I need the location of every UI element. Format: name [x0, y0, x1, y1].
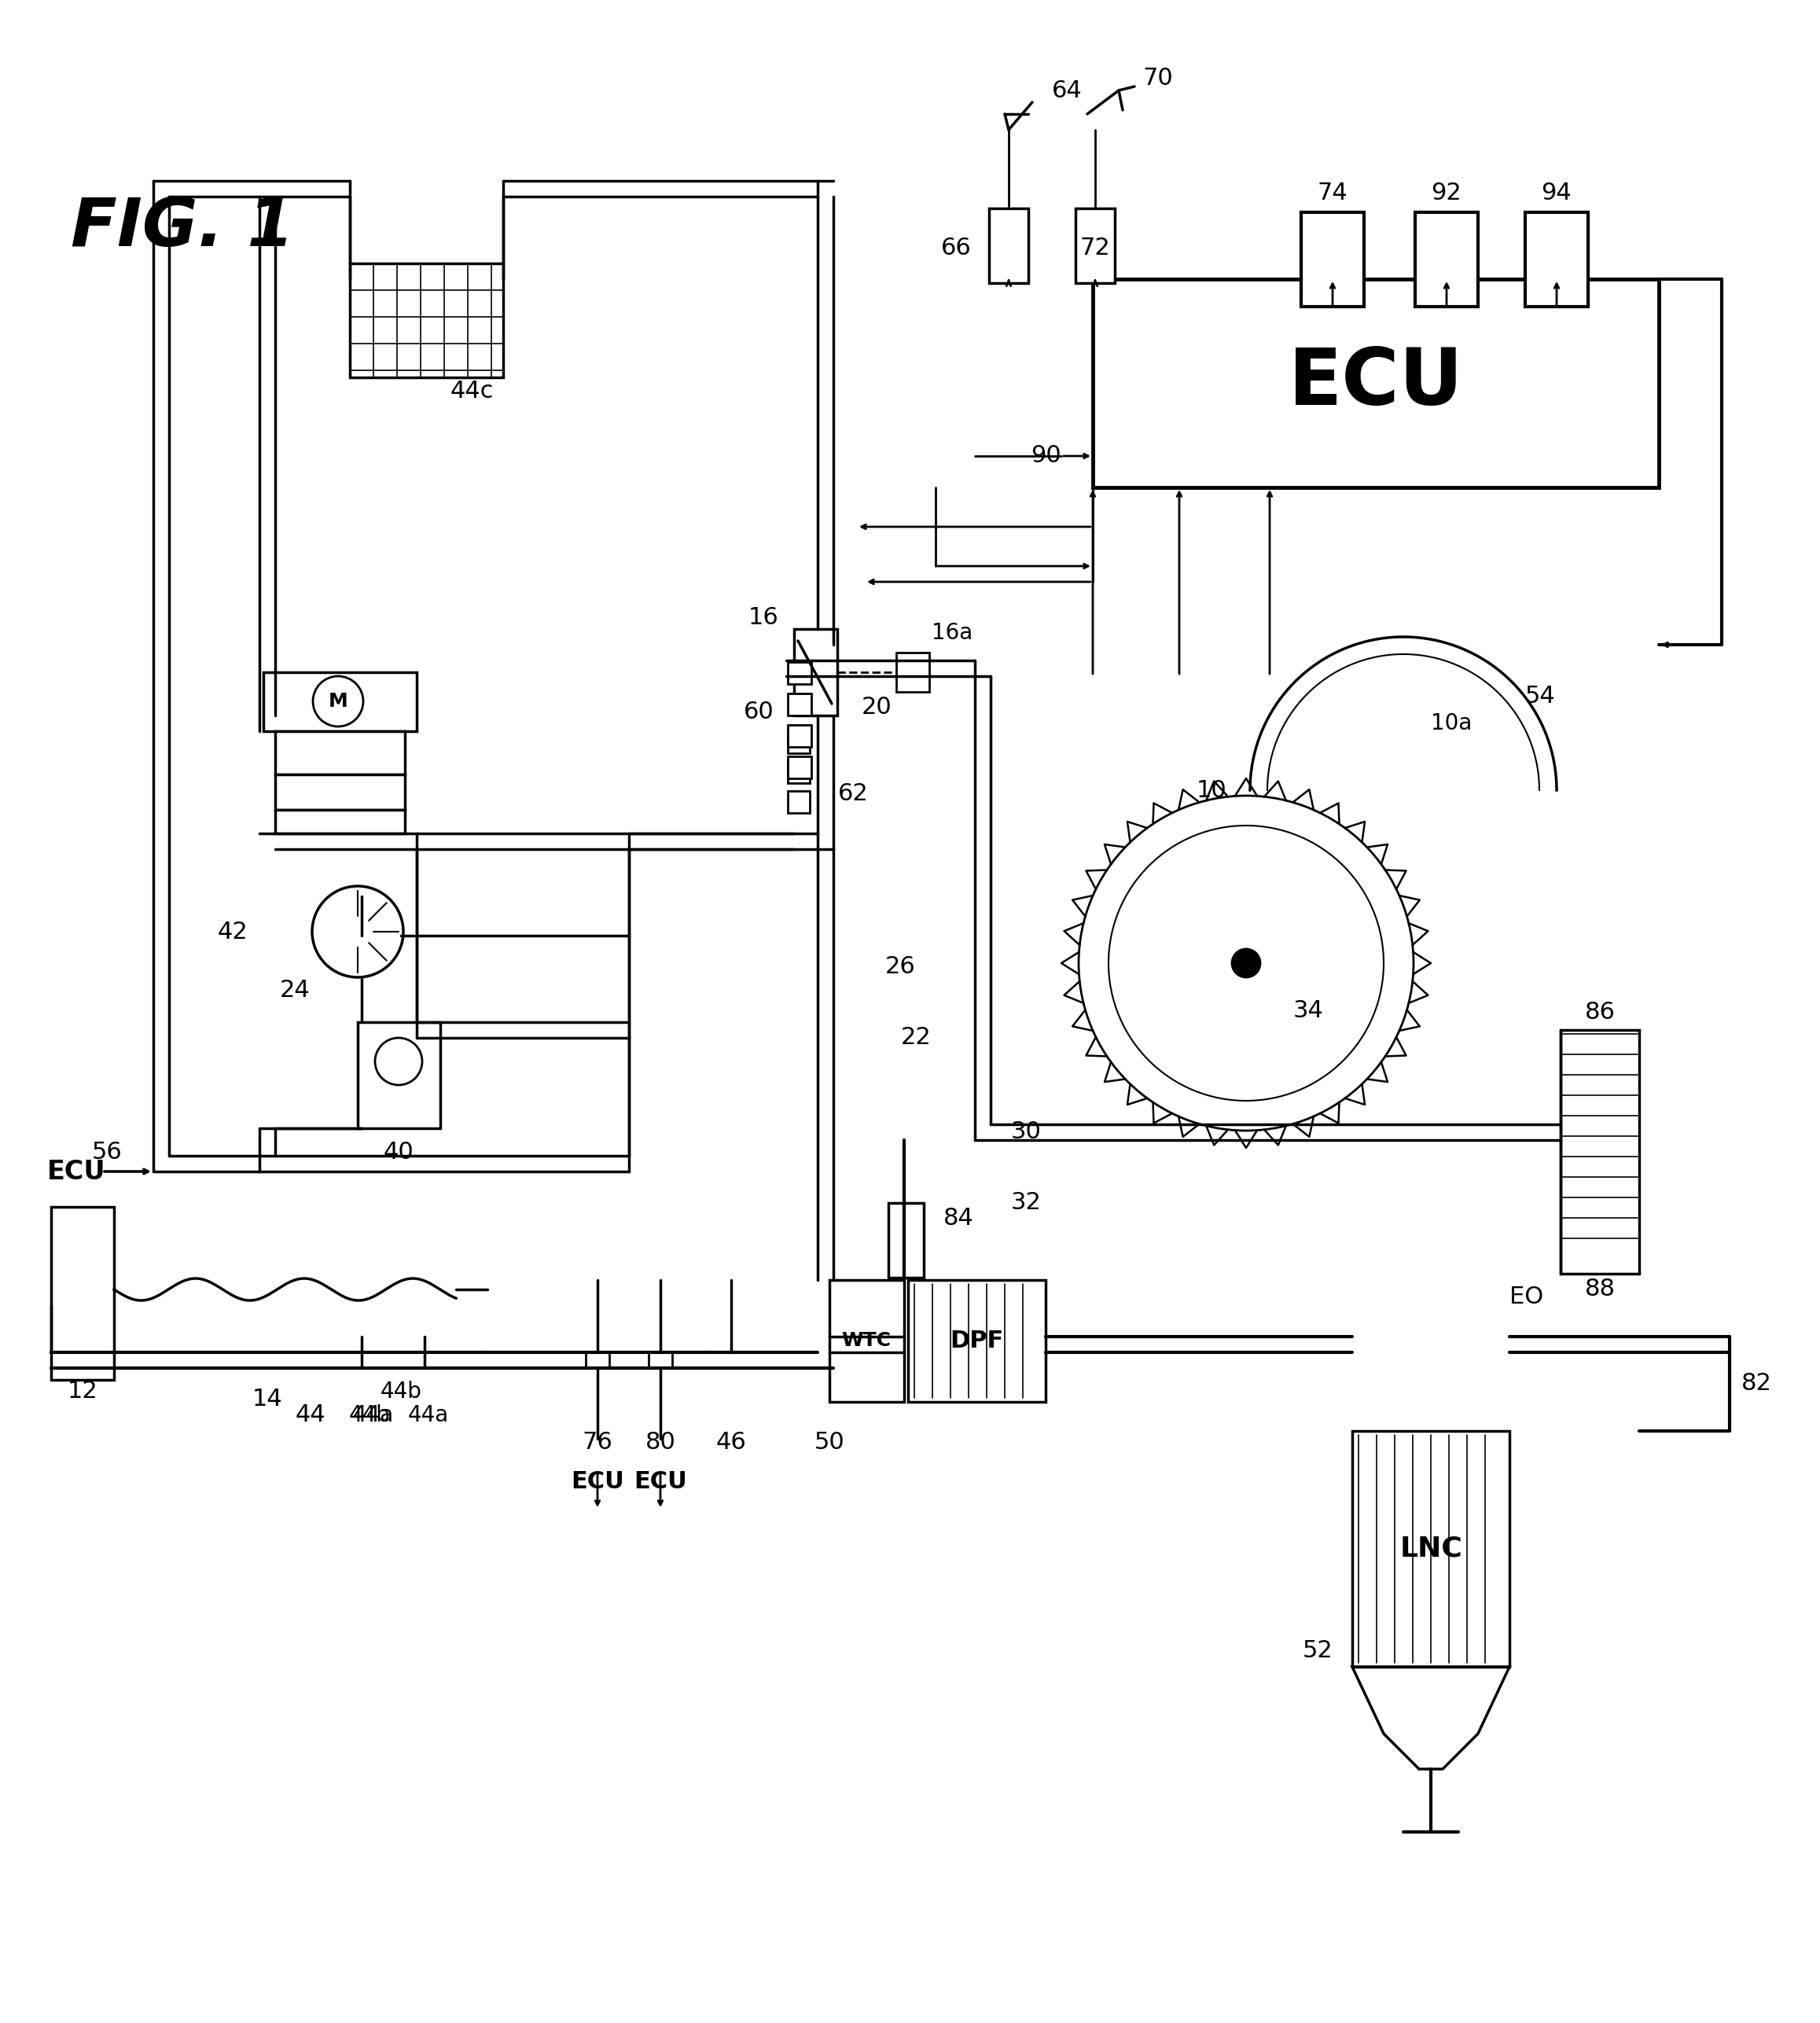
Bar [988, 208, 1028, 283]
Bar [275, 775, 404, 809]
Text: 94: 94 [1542, 182, 1572, 204]
Text: 56: 56 [91, 1141, 122, 1163]
Bar [51, 1208, 115, 1380]
Bar [1560, 1030, 1640, 1274]
Text: 74: 74 [1318, 182, 1349, 204]
Text: 22: 22 [901, 1026, 932, 1050]
Text: DPF: DPF [950, 1329, 1003, 1351]
Text: 44b: 44b [380, 1380, 422, 1402]
Text: LNC: LNC [1400, 1535, 1461, 1562]
Bar [1092, 279, 1658, 488]
Bar [1076, 208, 1116, 283]
Bar [788, 761, 810, 783]
Text: 52: 52 [1301, 1641, 1332, 1663]
Bar [1352, 1430, 1509, 1667]
Bar [788, 662, 812, 684]
Circle shape [1079, 795, 1414, 1131]
Text: 40: 40 [384, 1141, 413, 1163]
Text: 44a: 44a [408, 1404, 450, 1426]
Text: 54: 54 [1525, 684, 1556, 708]
Text: 34: 34 [1294, 999, 1323, 1022]
Text: 66: 66 [941, 237, 972, 259]
Text: 44b: 44b [349, 1404, 389, 1426]
Bar [788, 730, 810, 753]
Text: 76: 76 [582, 1430, 613, 1455]
Text: 32: 32 [1010, 1192, 1041, 1214]
Text: 46: 46 [715, 1430, 746, 1455]
Bar [788, 694, 812, 716]
Text: WTC: WTC [841, 1331, 892, 1349]
Text: 84: 84 [943, 1208, 974, 1230]
Circle shape [1108, 825, 1383, 1101]
Text: EO: EO [1509, 1287, 1543, 1309]
Text: 16: 16 [748, 605, 779, 629]
Bar [1416, 212, 1478, 307]
Text: 26: 26 [885, 955, 915, 979]
Text: ECU: ECU [571, 1471, 624, 1493]
Text: 16a: 16a [932, 621, 972, 643]
Circle shape [1232, 949, 1259, 977]
Bar [264, 672, 417, 730]
Text: 24: 24 [280, 979, 311, 1001]
Text: 64: 64 [1052, 79, 1083, 101]
Text: M: M [328, 692, 348, 710]
Text: ECU: ECU [633, 1471, 686, 1493]
Bar [788, 757, 812, 779]
Text: ECU: ECU [1289, 346, 1463, 421]
Bar [788, 724, 812, 746]
Text: 60: 60 [744, 700, 774, 722]
Text: 80: 80 [644, 1430, 675, 1455]
Text: 62: 62 [837, 783, 868, 805]
Text: 92: 92 [1431, 182, 1461, 204]
Text: 12: 12 [67, 1380, 98, 1404]
Text: 10a: 10a [1431, 712, 1472, 734]
Text: ECU: ECU [47, 1159, 106, 1185]
Text: 10: 10 [1196, 779, 1227, 801]
Bar [648, 1351, 672, 1368]
Text: 44c: 44c [450, 380, 493, 403]
Bar [888, 1204, 925, 1279]
Bar [1525, 212, 1589, 307]
Text: 44a: 44a [353, 1404, 393, 1426]
Text: 44: 44 [295, 1404, 326, 1426]
Circle shape [311, 886, 404, 977]
Bar [1301, 212, 1363, 307]
Bar [895, 653, 930, 692]
Text: 42: 42 [217, 920, 248, 943]
Circle shape [313, 676, 364, 726]
Bar [275, 730, 404, 775]
Text: 20: 20 [861, 696, 892, 718]
Text: 70: 70 [1143, 67, 1172, 91]
Text: 90: 90 [1030, 445, 1061, 467]
Text: 50: 50 [814, 1430, 844, 1455]
Text: 88: 88 [1585, 1279, 1614, 1301]
Bar [275, 809, 404, 833]
Bar [908, 1281, 1046, 1402]
Circle shape [375, 1038, 422, 1084]
Text: 72: 72 [1079, 237, 1110, 259]
Bar [359, 1022, 440, 1129]
Bar [794, 629, 837, 716]
Text: 86: 86 [1585, 1001, 1614, 1024]
Bar [830, 1281, 905, 1402]
Text: 30: 30 [1010, 1121, 1041, 1143]
Bar [349, 263, 502, 378]
Text: 14: 14 [251, 1388, 282, 1410]
Bar [788, 791, 810, 813]
Bar [586, 1351, 610, 1368]
Text: 82: 82 [1742, 1372, 1773, 1396]
Text: FIG. 1: FIG. 1 [71, 196, 295, 261]
